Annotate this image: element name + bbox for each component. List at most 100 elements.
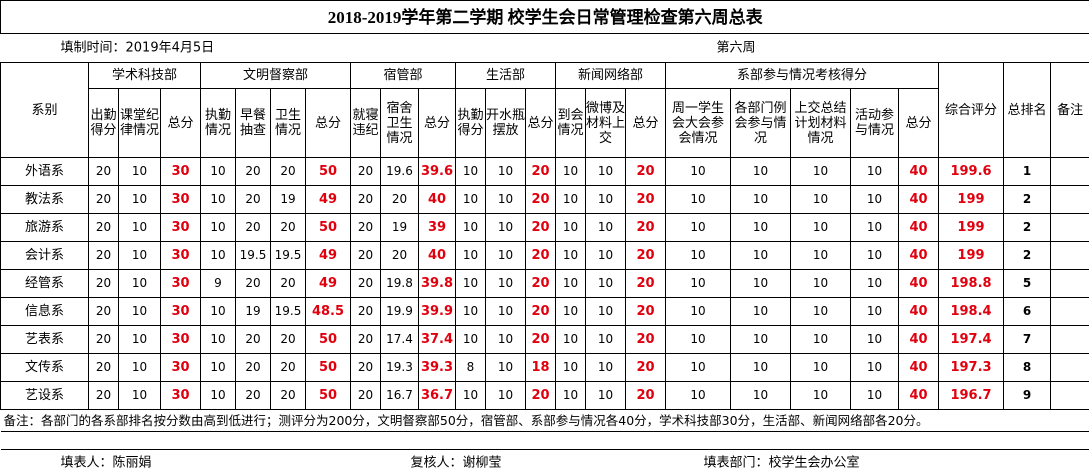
value-cell: 19.5 <box>271 298 306 326</box>
value-cell: 10 <box>666 298 731 326</box>
group-header-row: 系别学术科技部文明督察部宿管部生活部新闻网络部系部参与情况考核得分综合评分总排名… <box>1 63 1089 89</box>
footer-filler: 填表人：陈丽娟 <box>61 455 152 470</box>
value-cell: 40 <box>899 326 939 354</box>
value-cell: 20 <box>351 186 381 214</box>
title: 2018-2019学年第二学期 校学生会日常管理检查第六周总表 <box>1 1 1089 34</box>
value-cell: 40 <box>899 382 939 410</box>
value-cell: 10 <box>456 186 486 214</box>
value-cell: 36.7 <box>419 382 456 410</box>
column-header: 就寝违纪 <box>351 89 381 158</box>
value-cell: 50 <box>306 382 351 410</box>
value-cell: 20 <box>271 326 306 354</box>
value-cell: 19 <box>381 214 419 242</box>
value-cell: 20 <box>526 186 556 214</box>
value-cell: 10 <box>556 186 586 214</box>
value-cell: 10 <box>791 186 851 214</box>
column-header: 微博及材料上交 <box>586 89 626 158</box>
column-header: 总分 <box>161 89 201 158</box>
value-cell: 10 <box>666 354 731 382</box>
value-cell: 10 <box>791 298 851 326</box>
dept-cell: 艺表系 <box>1 326 89 354</box>
value-cell: 30 <box>161 242 201 270</box>
value-cell: 40 <box>899 186 939 214</box>
value-cell: 2 <box>1004 242 1051 270</box>
value-cell: 199.6 <box>939 158 1004 186</box>
title-row: 2018-2019学年第二学期 校学生会日常管理检查第六周总表 <box>1 1 1089 34</box>
value-cell: 10 <box>586 382 626 410</box>
column-header: 备注 <box>1051 63 1089 158</box>
value-cell: 10 <box>456 382 486 410</box>
value-cell: 10 <box>119 214 161 242</box>
value-cell: 10 <box>731 326 791 354</box>
value-cell: 20 <box>89 214 119 242</box>
value-cell: 10 <box>586 242 626 270</box>
value-cell: 10 <box>119 242 161 270</box>
value-cell: 10 <box>456 270 486 298</box>
value-cell: 10 <box>731 354 791 382</box>
dept-cell: 艺设系 <box>1 382 89 410</box>
value-cell: 20 <box>626 298 666 326</box>
value-cell: 10 <box>791 270 851 298</box>
value-cell: 39.9 <box>419 298 456 326</box>
column-header: 各部门例会参与情况 <box>731 89 791 158</box>
value-cell: 20 <box>271 354 306 382</box>
value-cell: 10 <box>119 326 161 354</box>
remark-cell <box>1051 354 1089 382</box>
value-cell: 10 <box>456 326 486 354</box>
value-cell: 10 <box>201 158 236 186</box>
value-cell: 10 <box>486 326 526 354</box>
gap <box>1 432 1089 450</box>
remark-cell <box>1051 382 1089 410</box>
info-row: 填制时间：2019年4月5日 第六周 <box>1 34 1089 63</box>
value-cell: 30 <box>161 214 201 242</box>
value-cell: 10 <box>731 270 791 298</box>
value-cell: 20 <box>236 270 271 298</box>
value-cell: 39.6 <box>419 158 456 186</box>
value-cell: 20 <box>526 326 556 354</box>
value-cell: 40 <box>899 298 939 326</box>
value-cell: 5 <box>1004 270 1051 298</box>
value-cell: 10 <box>731 298 791 326</box>
value-cell: 50 <box>306 214 351 242</box>
value-cell: 10 <box>666 270 731 298</box>
value-cell: 10 <box>556 354 586 382</box>
value-cell: 49 <box>306 186 351 214</box>
value-cell: 39.8 <box>419 270 456 298</box>
value-cell: 9 <box>1004 382 1051 410</box>
value-cell: 20 <box>351 242 381 270</box>
dept-cell: 会计系 <box>1 242 89 270</box>
value-cell: 19.9 <box>381 298 419 326</box>
value-cell: 30 <box>161 382 201 410</box>
value-cell: 19.8 <box>381 270 419 298</box>
value-cell: 1 <box>1004 158 1051 186</box>
value-cell: 20 <box>89 270 119 298</box>
value-cell: 2 <box>1004 214 1051 242</box>
value-cell: 10 <box>851 158 899 186</box>
value-cell: 10 <box>556 326 586 354</box>
value-cell: 40 <box>419 186 456 214</box>
value-cell: 10 <box>731 242 791 270</box>
value-cell: 20 <box>351 382 381 410</box>
value-cell: 30 <box>161 354 201 382</box>
value-cell: 10 <box>486 382 526 410</box>
value-cell: 20 <box>351 354 381 382</box>
column-header: 总分 <box>526 89 556 158</box>
footer-row: 填表人：陈丽娟复核人：谢柳莹填表部门：校学生会办公室 <box>1 450 1089 475</box>
value-cell: 19.5 <box>236 242 271 270</box>
value-cell: 20 <box>626 354 666 382</box>
info-cell: 填制时间：2019年4月5日 第六周 <box>1 34 1089 63</box>
value-cell: 20 <box>351 326 381 354</box>
value-cell: 10 <box>486 158 526 186</box>
column-header: 早餐抽查 <box>236 89 271 158</box>
value-cell: 30 <box>161 298 201 326</box>
value-cell: 20 <box>236 382 271 410</box>
value-cell: 20 <box>236 326 271 354</box>
